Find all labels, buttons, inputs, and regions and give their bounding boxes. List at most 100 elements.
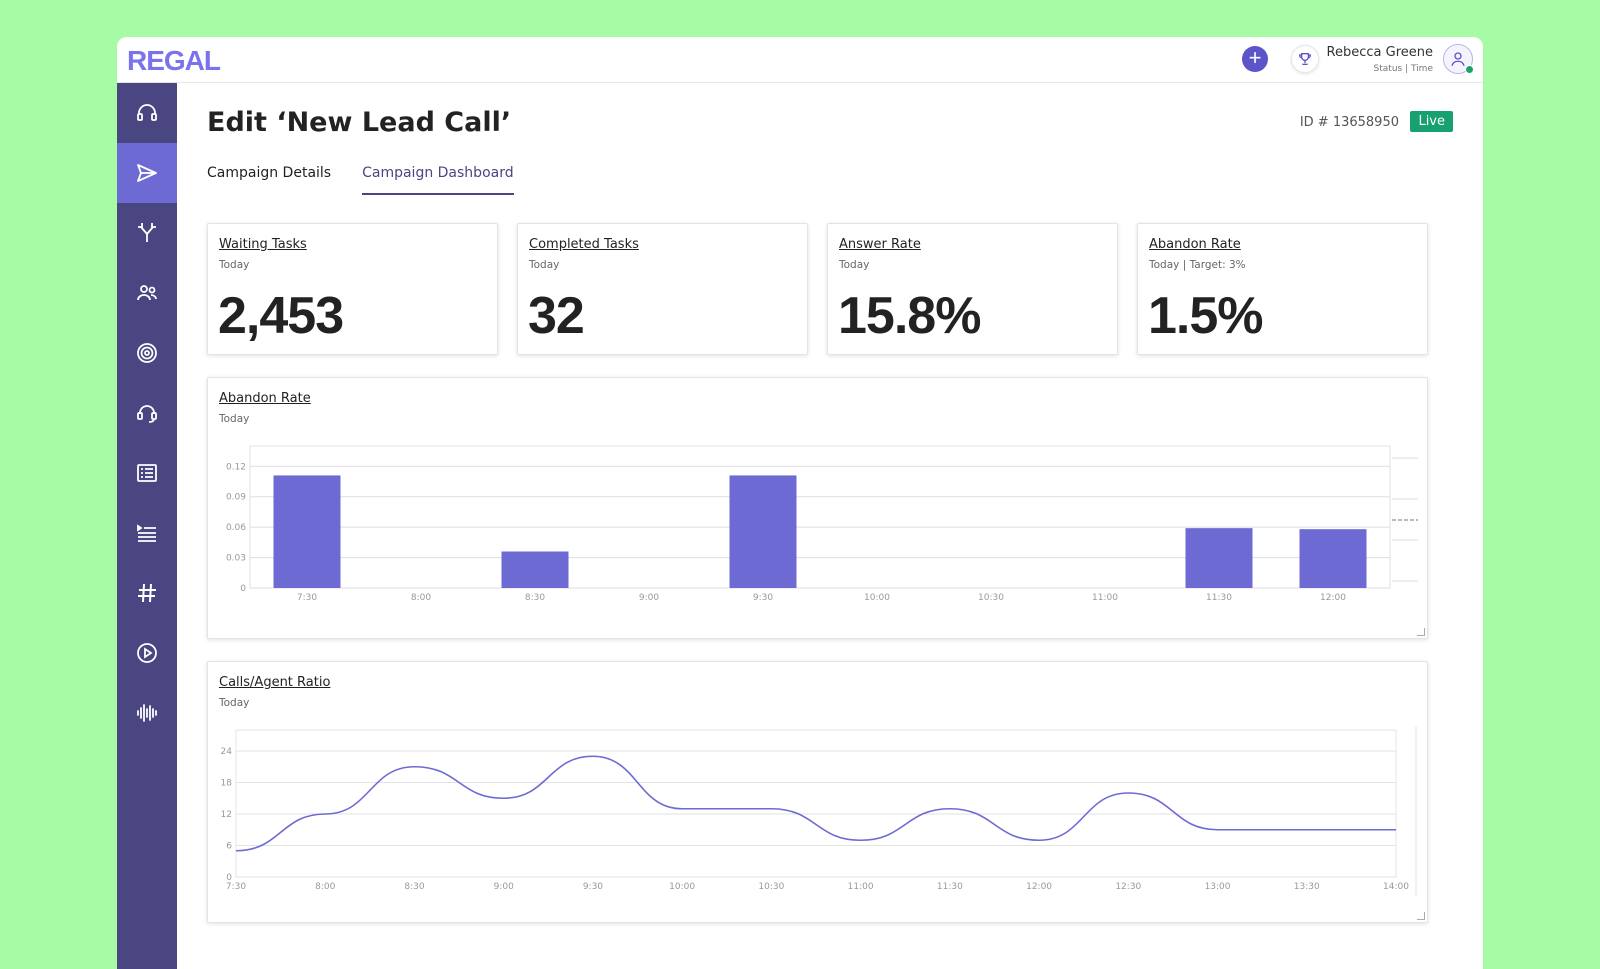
resize-handle[interactable] xyxy=(1417,912,1425,920)
status-badge: Live xyxy=(1410,111,1453,132)
bar xyxy=(729,475,797,588)
campaign-id: ID # 13658950 xyxy=(1299,115,1399,130)
x-tick-label: 11:30 xyxy=(937,882,963,892)
stat-subtitle: Today xyxy=(529,259,560,271)
x-tick-label: 8:30 xyxy=(404,882,424,892)
chart-title[interactable]: Abandon Rate xyxy=(219,391,311,406)
tab-bar: Campaign Details Campaign Dashboard xyxy=(207,165,545,195)
sidebar-item-recordings[interactable] xyxy=(117,623,177,683)
sidebar-item-contacts[interactable] xyxy=(117,263,177,323)
x-tick-label: 14:00 xyxy=(1383,882,1409,892)
stat-title[interactable]: Abandon Rate xyxy=(1149,237,1241,252)
user-name[interactable]: Rebecca Greene xyxy=(1326,45,1433,60)
x-tick-label: 12:00 xyxy=(1320,593,1346,603)
x-tick-label: 13:30 xyxy=(1294,882,1320,892)
stat-value: 2,453 xyxy=(218,287,344,345)
x-tick-label: 10:00 xyxy=(864,593,890,603)
sidebar-item-campaigns[interactable] xyxy=(117,143,177,203)
y-tick-label: 0.12 xyxy=(226,462,246,472)
page-title: Edit ‘New Lead Call’ xyxy=(207,107,512,138)
x-tick-label: 12:30 xyxy=(1115,882,1141,892)
stat-card-completed-tasks: Completed Tasks Today 32 xyxy=(517,223,808,355)
x-tick-label: 11:30 xyxy=(1206,593,1232,603)
tab-campaign-details[interactable]: Campaign Details xyxy=(207,165,332,181)
avatar[interactable] xyxy=(1443,44,1474,74)
x-tick-label: 12:00 xyxy=(1026,882,1052,892)
user-status: Status | Time xyxy=(1373,64,1433,74)
audio-wave-icon xyxy=(137,704,157,722)
sidebar-item-forms[interactable] xyxy=(117,443,177,503)
user-icon xyxy=(1451,52,1465,66)
hash-icon xyxy=(138,583,156,603)
main-content: Edit ‘New Lead Call’ ID # 13658950 Live … xyxy=(177,83,1483,969)
add-button[interactable]: + xyxy=(1242,46,1268,72)
sidebar-item-queues[interactable] xyxy=(117,503,177,563)
x-tick-label: 10:30 xyxy=(978,593,1004,603)
app-window: REGAL + Rebecca Greene Status | Time xyxy=(117,37,1483,969)
x-tick-label: 7:30 xyxy=(297,593,317,603)
stat-subtitle: Today xyxy=(219,259,250,271)
branch-icon xyxy=(138,223,156,242)
contacts-icon xyxy=(137,285,157,301)
plus-icon: + xyxy=(1248,45,1262,70)
stat-title[interactable]: Answer Rate xyxy=(839,237,921,252)
sidebar-item-agents[interactable] xyxy=(117,383,177,443)
sidebar-item-numbers[interactable] xyxy=(117,563,177,623)
bar xyxy=(1185,528,1253,588)
calls-agent-ratio-line-chart: 0 6 12 18 24 7:30 8:00 8:30 9:00 9:30 10:00 10:30 11… xyxy=(221,726,1417,897)
x-tick-label: 10:30 xyxy=(758,882,784,892)
sidebar-item-headset[interactable] xyxy=(117,83,177,143)
chart-subtitle: Today xyxy=(219,413,250,425)
x-tick-label: 11:00 xyxy=(848,882,874,892)
chart-subtitle: Today xyxy=(219,697,250,709)
x-tick-label: 9:00 xyxy=(639,593,659,603)
sidebar xyxy=(117,83,177,969)
bar xyxy=(273,475,341,588)
stat-title[interactable]: Completed Tasks xyxy=(529,237,639,252)
x-tick-label: 13:00 xyxy=(1205,882,1231,892)
top-bar: REGAL + Rebecca Greene Status | Time xyxy=(117,37,1483,83)
stat-value: 1.5% xyxy=(1148,287,1264,345)
trophy-button[interactable] xyxy=(1291,45,1319,73)
send-icon xyxy=(137,164,157,182)
resize-handle[interactable] xyxy=(1417,628,1425,636)
y-tick-label: 24 xyxy=(221,747,233,757)
agent-headset-icon xyxy=(137,405,157,423)
y-tick-label: 0 xyxy=(226,873,232,883)
y-tick-label: 6 xyxy=(226,842,232,852)
play-circle-icon xyxy=(137,643,157,663)
sidebar-item-journeys[interactable] xyxy=(117,203,177,263)
stat-value: 32 xyxy=(528,287,585,345)
stat-card-answer-rate: Answer Rate Today 15.8% xyxy=(827,223,1118,355)
x-tick-label: 8:00 xyxy=(411,593,431,603)
sidebar-item-targets[interactable] xyxy=(117,323,177,383)
abandon-rate-chart-card: 0 0.03 0.06 0.09 0.12 7:30 8:00 8:30 9:00 9:30 10:… xyxy=(207,377,1428,639)
x-tick-label: 7:30 xyxy=(226,882,246,892)
headset-icon xyxy=(137,104,157,121)
sidebar-item-audio[interactable] xyxy=(117,683,177,743)
form-list-icon xyxy=(137,464,157,482)
x-tick-label: 8:00 xyxy=(315,882,335,892)
y-tick-label: 0.06 xyxy=(226,523,246,533)
chart-title[interactable]: Calls/Agent Ratio xyxy=(219,675,331,690)
x-tick-label: 11:00 xyxy=(1092,593,1118,603)
stat-title[interactable]: Waiting Tasks xyxy=(219,237,307,252)
stat-card-abandon-rate: Abandon Rate Today | Target: 3% 1.5% xyxy=(1137,223,1428,355)
stat-subtitle: Today | Target: 3% xyxy=(1149,259,1246,271)
trophy-icon xyxy=(1299,53,1311,65)
y-tick-label: 18 xyxy=(221,779,233,789)
bar xyxy=(501,551,569,588)
x-tick-label: 9:00 xyxy=(494,882,514,892)
x-tick-label: 10:00 xyxy=(669,882,695,892)
y-tick-label: 12 xyxy=(221,810,232,820)
x-tick-label: 9:30 xyxy=(753,593,773,603)
y-tick-label: 0.03 xyxy=(226,554,246,564)
target-icon xyxy=(137,343,157,363)
regal-logo[interactable]: REGAL xyxy=(127,45,221,76)
x-tick-label: 9:30 xyxy=(583,882,603,892)
y-tick-label: 0 xyxy=(240,584,246,594)
bar xyxy=(1299,529,1367,588)
tab-campaign-dashboard[interactable]: Campaign Dashboard xyxy=(362,165,514,195)
calls-agent-ratio-chart-card: 0 6 12 18 24 7:30 8:00 8:30 9:00 9:30 10:00 10:30 11… xyxy=(207,661,1428,923)
y-tick-label: 0.09 xyxy=(226,493,246,503)
